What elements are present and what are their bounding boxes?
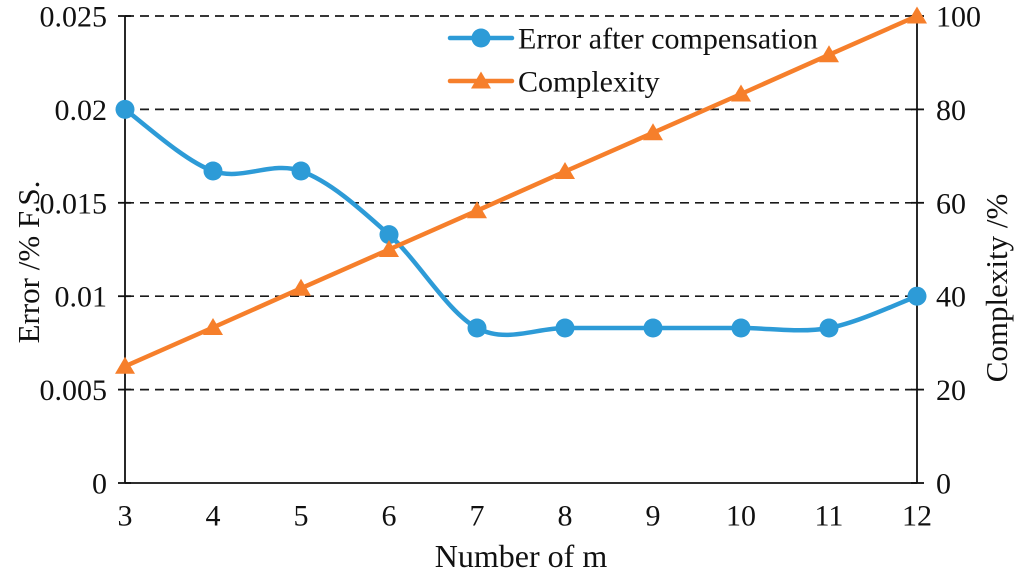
complexity-data-point — [907, 6, 927, 24]
complexity-data-point — [555, 162, 575, 179]
x-tick-label: 10 — [726, 500, 756, 533]
y-right-tick-label: 40 — [936, 281, 966, 314]
axis-titles: Number of m Error /% F.S. Complexity /% — [11, 181, 1014, 575]
complexity-data-point — [379, 240, 399, 257]
y-left-axis-title: Error /% F.S. — [11, 181, 46, 344]
complexity-data-point — [467, 201, 487, 219]
series-error-after-compensation — [115, 99, 927, 338]
axes — [124, 16, 918, 484]
legend-circle-marker-icon — [471, 28, 491, 48]
x-tick-label: 11 — [815, 500, 844, 533]
gridlines — [125, 15, 912, 391]
complexity-data-point — [203, 318, 223, 335]
y-left-tick-label: 0.02 — [55, 94, 108, 127]
legend-item-complexity: Complexity — [447, 66, 660, 99]
x-axis-title: Number of m — [435, 538, 608, 574]
x-tick-label: 12 — [902, 500, 932, 533]
legend-triangle-marker-icon — [471, 71, 491, 89]
x-tick-label: 3 — [118, 500, 133, 533]
y-left-tick-label: 0.015 — [40, 187, 108, 220]
complexity-data-point — [643, 123, 663, 141]
complexity-data-point — [115, 356, 135, 374]
error-data-point — [291, 161, 311, 181]
series-complexity — [115, 6, 927, 374]
error-data-point — [203, 161, 223, 181]
y-right-tick-label: 80 — [936, 94, 966, 127]
x-tick-label: 8 — [558, 500, 573, 533]
error-data-point — [379, 225, 399, 245]
error-data-point — [819, 318, 839, 338]
error-data-point — [467, 318, 487, 338]
x-tick-label: 6 — [382, 500, 397, 533]
y-left-tick-label: 0.025 — [40, 1, 108, 34]
error-data-point — [731, 318, 751, 338]
y-right-tick-label: 100 — [936, 1, 981, 34]
legend-item-error: Error after compensation — [447, 23, 818, 56]
x-tick-label: 7 — [470, 500, 485, 533]
legend-label: Error after compensation — [518, 23, 818, 56]
y-right-tick-label: 0 — [936, 468, 951, 501]
error-data-point — [555, 318, 575, 338]
error-data-point — [907, 286, 927, 306]
x-tick-label: 9 — [646, 500, 661, 533]
legend: Error after compensation Complexity — [447, 23, 818, 99]
x-tick-label: 5 — [294, 500, 309, 533]
error-line — [122, 107, 920, 338]
y-left-tick-label: 0.005 — [40, 374, 108, 407]
complexity-data-point — [819, 45, 839, 63]
complexity-data-point — [731, 84, 751, 102]
complexity-line — [122, 13, 920, 369]
y-right-tick-label: 20 — [936, 374, 966, 407]
y-right-axis-title: Complexity /% — [979, 194, 1014, 383]
tick-labels: 0 0.005 0.01 0.015 0.02 0.025 0 20 40 60 80 100 3 4 5 6… — [40, 1, 982, 533]
error-data-point — [115, 99, 135, 119]
complexity-data-point — [291, 278, 311, 296]
error-data-point — [643, 318, 663, 338]
x-tick-label: 4 — [206, 500, 221, 533]
y-right-tick-label: 60 — [936, 187, 966, 220]
y-left-tick-label: 0.01 — [55, 281, 108, 314]
legend-label: Complexity — [518, 66, 660, 99]
y-left-tick-label: 0 — [92, 468, 107, 501]
